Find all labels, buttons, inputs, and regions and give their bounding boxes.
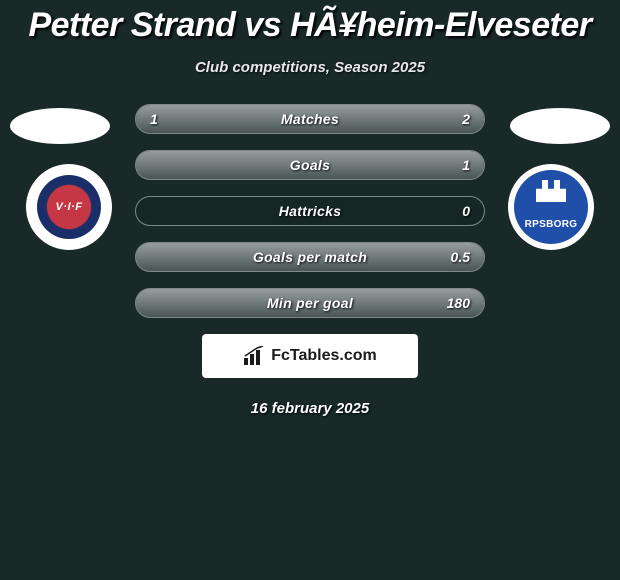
stat-row: Goals per match0.5 [135, 242, 485, 272]
stat-label: Min per goal [136, 289, 484, 317]
player-left-ellipse [10, 108, 110, 144]
stat-value-right: 1 [462, 151, 470, 179]
stat-label: Hattricks [136, 197, 484, 225]
stat-row: Min per goal180 [135, 288, 485, 318]
stat-row: Hattricks0 [135, 196, 485, 226]
player-right-ellipse [510, 108, 610, 144]
stat-value-right: 180 [447, 289, 470, 317]
chart-icon [243, 346, 265, 366]
stat-row: 1Matches2 [135, 104, 485, 134]
stat-label: Matches [136, 105, 484, 133]
club-badge-right: RPSBORG [508, 164, 594, 250]
stat-value-right: 0 [462, 197, 470, 225]
page-title: Petter Strand vs HÃ¥heim-Elveseter [0, 0, 620, 45]
stat-value-right: 2 [462, 105, 470, 133]
branding-label: FcTables.com [271, 347, 377, 365]
club-badge-left: V·I·F [26, 164, 112, 250]
date-label: 16 february 2025 [0, 400, 620, 417]
stat-row: Goals1 [135, 150, 485, 180]
comparison-panel: V·I·F RPSBORG 1Matches2Goals1Hattricks0G… [0, 104, 620, 318]
stat-value-right: 0.5 [451, 243, 470, 271]
club-badge-left-label: V·I·F [37, 175, 101, 239]
stat-rows: 1Matches2Goals1Hattricks0Goals per match… [135, 104, 485, 318]
branding-badge[interactable]: FcTables.com [202, 334, 418, 378]
stat-label: Goals [136, 151, 484, 179]
stat-label: Goals per match [136, 243, 484, 271]
subtitle: Club competitions, Season 2025 [0, 59, 620, 76]
club-badge-right-label: RPSBORG [525, 219, 578, 230]
castle-icon [536, 180, 566, 202]
